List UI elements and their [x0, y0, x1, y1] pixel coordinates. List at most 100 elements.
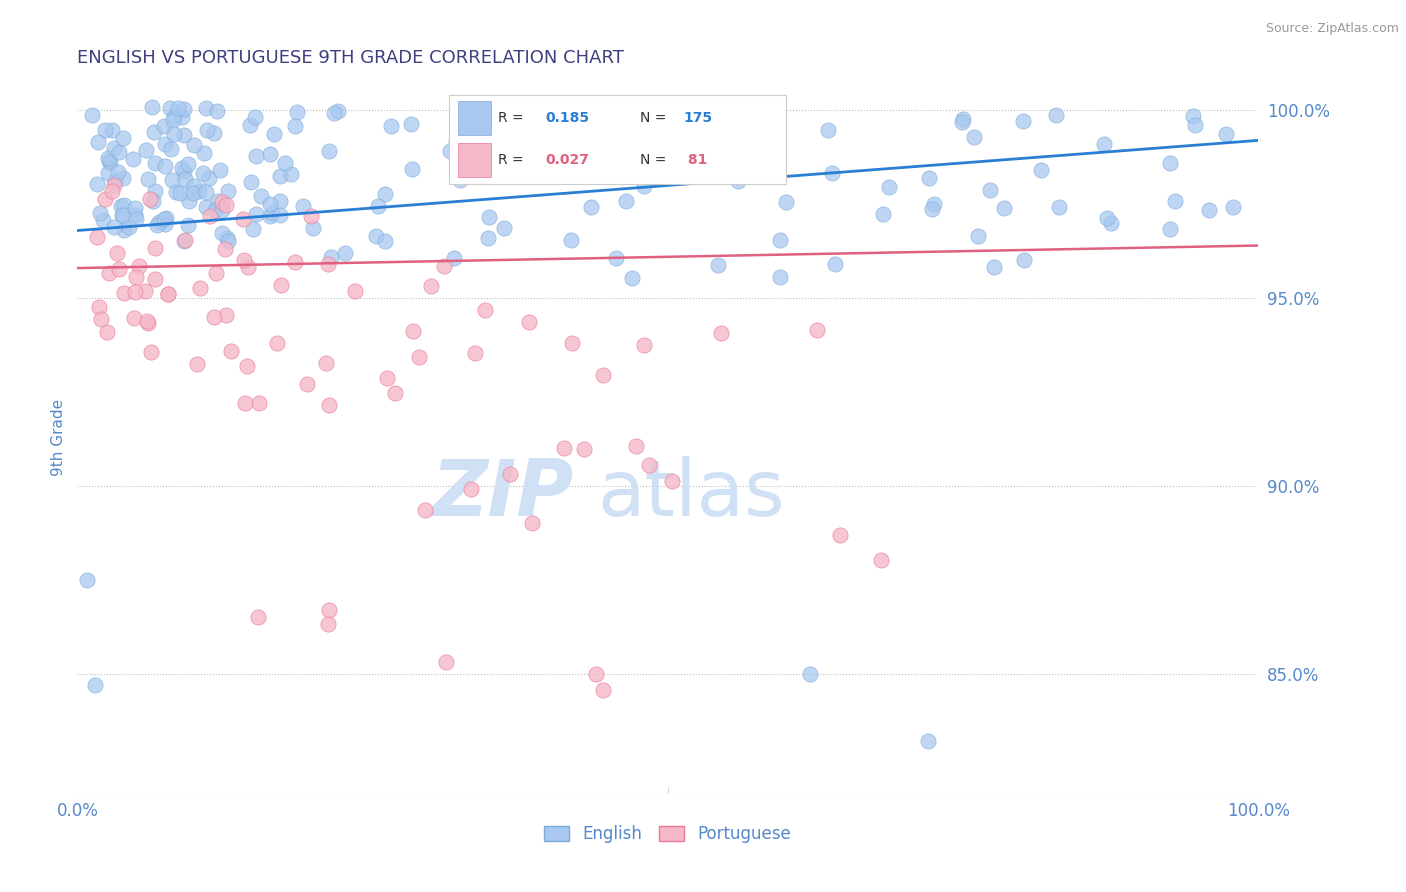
Point [232, 212, 254, 227]
Point [135, 314, 157, 328]
Point [316, 617, 339, 632]
Point [108, 145, 131, 159]
Point [828, 527, 851, 541]
Point [205, 103, 228, 118]
Point [917, 734, 939, 748]
Point [269, 208, 291, 222]
Point [367, 199, 389, 213]
Point [1159, 156, 1181, 170]
Point [821, 166, 844, 180]
Point [740, 169, 762, 184]
Point [749, 111, 772, 125]
Point [90, 312, 112, 326]
Point [952, 115, 974, 129]
Point [148, 215, 170, 229]
Point [245, 206, 267, 220]
Point [188, 184, 211, 198]
Point [172, 110, 194, 124]
Point [98, 266, 121, 280]
Point [243, 111, 266, 125]
Point [162, 112, 184, 127]
Point [1215, 127, 1237, 141]
Point [343, 284, 366, 298]
Point [706, 258, 728, 272]
Point [1222, 200, 1244, 214]
Point [135, 143, 157, 157]
Point [118, 219, 141, 234]
Point [710, 326, 733, 341]
Point [103, 178, 125, 193]
Point [214, 308, 236, 322]
Point [215, 198, 238, 212]
Point [141, 100, 163, 114]
Point [108, 261, 131, 276]
Point [741, 110, 763, 124]
Text: ZIP: ZIP [432, 456, 574, 533]
Point [979, 183, 1001, 197]
Point [249, 188, 271, 202]
Point [202, 310, 225, 324]
Point [399, 117, 422, 131]
Point [522, 516, 544, 531]
Point [136, 316, 159, 330]
Point [727, 174, 749, 188]
Point [214, 242, 236, 256]
Point [107, 165, 129, 179]
Point [198, 170, 221, 185]
Point [239, 175, 262, 189]
Point [194, 186, 217, 200]
Point [1097, 211, 1119, 226]
Point [477, 230, 499, 244]
Point [512, 147, 534, 161]
Point [112, 222, 135, 236]
Point [285, 104, 308, 119]
Point [1012, 113, 1035, 128]
Point [679, 121, 702, 136]
Point [921, 202, 943, 216]
Point [145, 272, 167, 286]
Point [125, 270, 148, 285]
Point [167, 101, 190, 115]
Point [177, 156, 200, 170]
Point [614, 194, 637, 208]
Point [434, 655, 457, 669]
Text: atlas: atlas [598, 456, 785, 533]
Point [364, 228, 387, 243]
Point [87, 135, 110, 149]
Point [824, 257, 846, 271]
Point [733, 112, 755, 126]
Point [112, 131, 135, 145]
Point [238, 260, 260, 274]
Point [112, 170, 135, 185]
Point [94, 192, 117, 206]
Point [195, 101, 218, 115]
Point [318, 398, 340, 412]
Point [464, 346, 486, 360]
Point [1159, 222, 1181, 236]
Point [443, 251, 465, 265]
Point [952, 112, 974, 127]
Point [380, 119, 402, 133]
Point [319, 250, 342, 264]
Point [1181, 109, 1204, 123]
Point [202, 126, 225, 140]
Point [799, 666, 821, 681]
Point [104, 174, 127, 188]
Point [413, 503, 436, 517]
Point [207, 194, 229, 209]
Point [155, 211, 177, 225]
Point [402, 324, 425, 338]
Point [592, 682, 614, 697]
Point [124, 285, 146, 299]
Point [1198, 203, 1220, 218]
Point [585, 667, 607, 681]
Point [374, 187, 396, 202]
Point [143, 125, 166, 139]
Point [97, 165, 120, 179]
Point [103, 219, 125, 234]
Point [775, 195, 797, 210]
Point [128, 259, 150, 273]
Point [318, 602, 340, 616]
Point [1045, 108, 1067, 122]
Point [661, 474, 683, 488]
